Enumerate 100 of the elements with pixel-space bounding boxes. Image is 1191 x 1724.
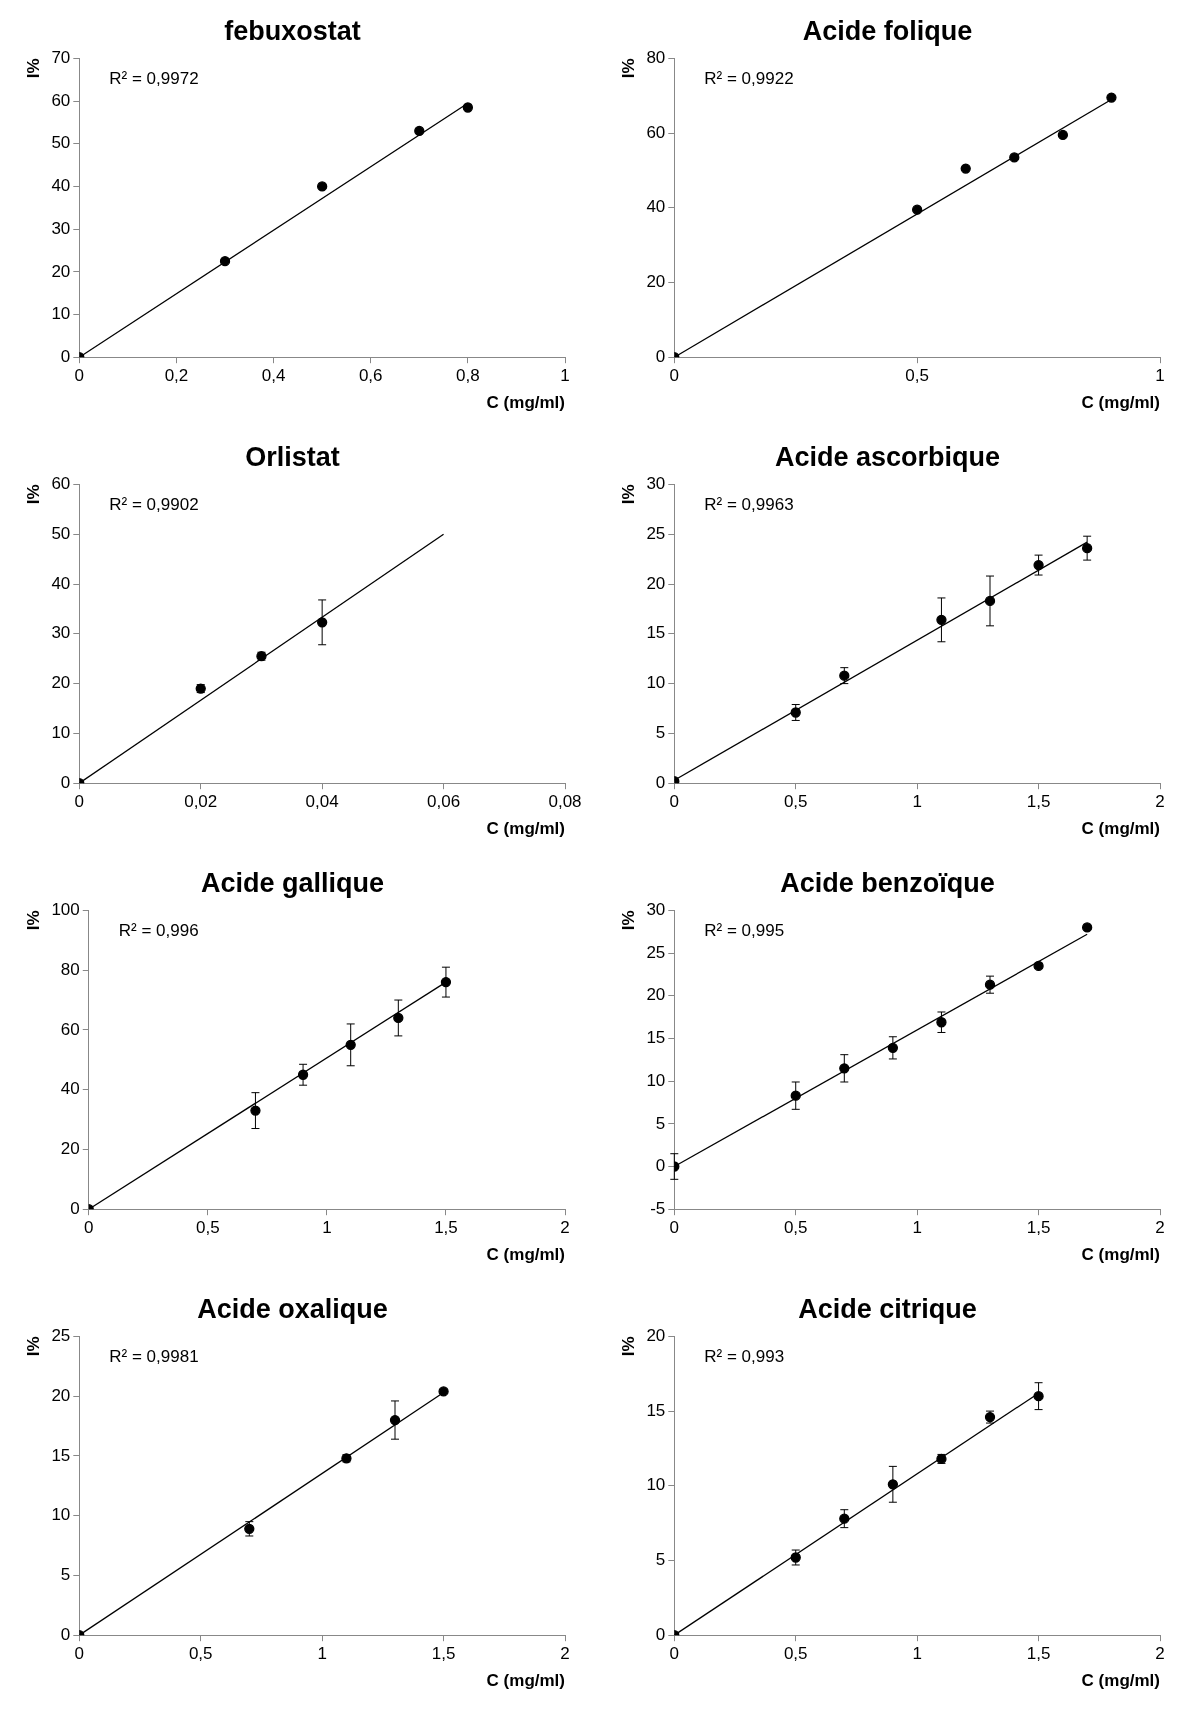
y-tick-label: 60: [51, 474, 71, 494]
x-axis-title: C (mg/ml): [486, 819, 565, 839]
y-tick-label: 100: [51, 900, 80, 920]
x-tick-label: 0,8: [456, 366, 480, 386]
x-tick-label: 0,5: [905, 366, 929, 386]
y-tick-label: 25: [646, 523, 666, 543]
x-tick-label: 0,5: [196, 1218, 220, 1238]
y-axis-title: I%: [23, 484, 43, 505]
y-tick-label: 10: [51, 723, 71, 743]
y-tick-label: 5: [655, 723, 666, 743]
y-tick-label: 80: [646, 48, 666, 68]
point: [438, 1386, 449, 1397]
y-tick-label: 20: [51, 1385, 71, 1405]
x-tick-label: 0,02: [184, 792, 218, 812]
x-tick-label: 0,06: [427, 792, 461, 812]
y-axis-title: I%: [618, 58, 638, 79]
y-tick-label: 20: [51, 261, 71, 281]
x-tick-label: 0: [669, 1218, 680, 1238]
point: [960, 163, 971, 174]
y-tick-label: 40: [60, 1079, 80, 1099]
point: [1057, 129, 1069, 141]
x-tick-label: 0,04: [305, 792, 339, 812]
annotation: R² = 0,9922: [704, 68, 794, 88]
chart-title: Acide citrique: [798, 1293, 977, 1324]
x-tick-label: 0: [669, 1644, 680, 1664]
x-tick-label: 1: [317, 1644, 327, 1664]
y-tick-label: 20: [646, 985, 666, 1005]
x-tick-label: 0,5: [188, 1644, 213, 1664]
x-tick-label: 2: [1155, 792, 1165, 812]
point: [219, 256, 231, 267]
x-tick-label: 0,5: [783, 1644, 808, 1664]
point: [1082, 922, 1093, 933]
x-tick-label: 1: [322, 1218, 332, 1238]
x-tick-label: 0,6: [358, 366, 383, 386]
x-tick-label: 1,5: [1026, 1644, 1051, 1664]
y-axis-title: I%: [23, 910, 43, 931]
point: [414, 125, 425, 137]
y-tick-label: 20: [646, 573, 666, 593]
x-axis-title: C (mg/ml): [486, 1245, 565, 1265]
x-tick-label: 1: [560, 366, 570, 386]
annotation: R² = 0,9981: [109, 1346, 199, 1366]
y-axis-title: I%: [618, 910, 638, 931]
y-tick-label: 30: [51, 623, 71, 643]
y-tick-label: 0: [655, 346, 666, 366]
x-tick-label: 0,5: [783, 792, 808, 812]
y-tick-label: 0: [60, 346, 71, 366]
x-tick-label: 1,5: [434, 1218, 458, 1238]
x-tick-label: 2: [1155, 1218, 1165, 1238]
x-tick-label: 1: [912, 1644, 922, 1664]
x-tick-label: 0,5: [783, 1218, 808, 1238]
point: [462, 102, 474, 113]
x-axis-title: C (mg/ml): [1081, 1245, 1160, 1265]
chart-title: febuxostat: [224, 15, 361, 46]
y-tick-label: 0: [60, 772, 71, 792]
y-tick-label: 70: [51, 48, 71, 68]
y-tick-label: 5: [655, 1550, 666, 1570]
y-tick-label: 10: [646, 1070, 666, 1090]
y-tick-label: 60: [60, 1019, 80, 1039]
y-tick-label: 10: [51, 304, 71, 324]
y-tick-label: 20: [60, 1139, 80, 1159]
annotation: R² = 0,9963: [704, 494, 794, 514]
y-tick-label: 10: [646, 1475, 666, 1495]
chart-title: Acide oxalique: [197, 1293, 388, 1324]
point: [912, 204, 923, 215]
y-tick-label: 10: [51, 1505, 71, 1525]
y-tick-label: 15: [646, 623, 666, 643]
x-tick-label: 1,5: [1026, 792, 1051, 812]
y-tick-label: 20: [646, 1326, 666, 1346]
chart-title: Acide folique: [802, 15, 973, 46]
annotation: R² = 0,9972: [109, 68, 199, 88]
y-tick-label: 20: [646, 272, 666, 292]
chart-title: Acide ascorbique: [774, 441, 1001, 472]
y-tick-label: 50: [51, 133, 71, 153]
y-tick-label: 15: [646, 1400, 666, 1420]
y-tick-label: 40: [51, 176, 71, 196]
y-tick-label: 0: [655, 1156, 666, 1176]
point: [317, 181, 328, 192]
y-tick-label: 30: [646, 474, 666, 494]
x-tick-label: 0: [669, 792, 680, 812]
x-axis-title: C (mg/ml): [486, 1671, 565, 1691]
y-tick-label: 25: [51, 1326, 71, 1346]
point: [1009, 152, 1020, 163]
chart-title: Orlistat: [245, 441, 340, 472]
y-tick-label: 30: [51, 218, 71, 238]
y-axis-title: I%: [23, 58, 43, 79]
x-tick-label: 0: [669, 366, 680, 386]
x-axis-title: C (mg/ml): [1081, 819, 1160, 839]
y-tick-label: 10: [646, 673, 666, 693]
y-tick-label: 80: [60, 959, 80, 979]
annotation: R² = 0,9902: [109, 494, 199, 514]
y-tick-label: 20: [51, 673, 71, 693]
y-axis-title: I%: [618, 484, 638, 505]
y-tick-label: 5: [60, 1565, 71, 1585]
y-tick-label: 15: [646, 1028, 666, 1048]
y-tick-label: -5: [650, 1198, 666, 1218]
x-tick-label: 2: [1155, 1644, 1165, 1664]
x-axis-title: C (mg/ml): [486, 393, 565, 413]
point: [1106, 92, 1117, 103]
y-tick-label: 25: [646, 942, 666, 962]
x-tick-label: 1: [1155, 366, 1165, 386]
